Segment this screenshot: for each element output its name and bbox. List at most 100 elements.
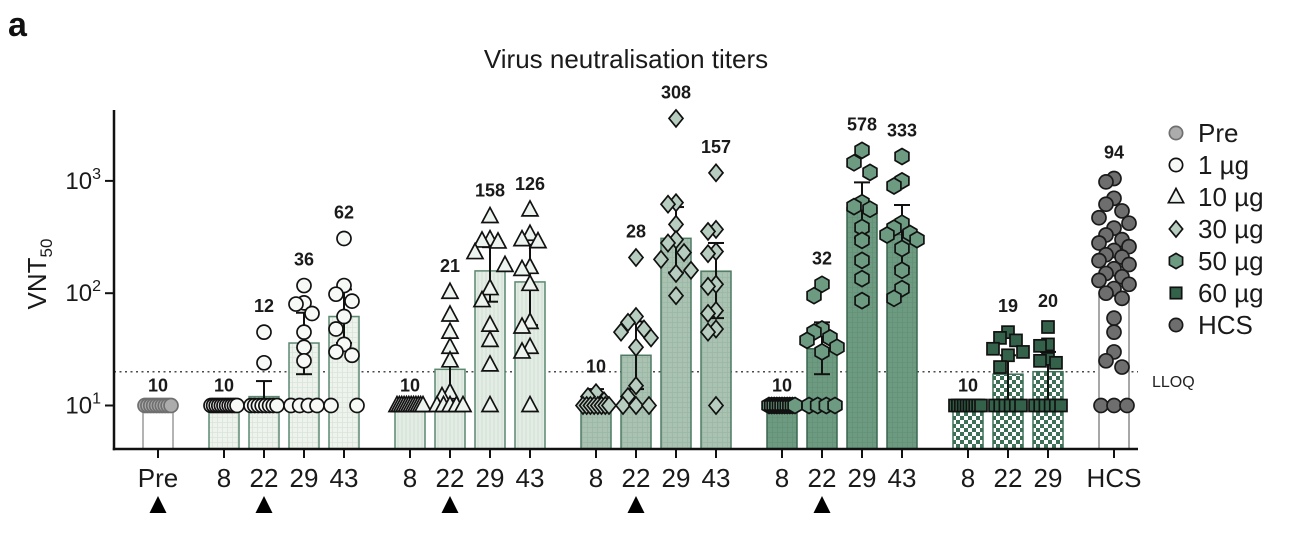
scatter-point-diamond [600, 395, 618, 416]
scatter-point-circle [1168, 157, 1184, 173]
scatter-point-triangle [512, 228, 532, 247]
x-tick-label-30g-22: 22 [622, 463, 651, 493]
scatter-point-triangle [495, 254, 515, 273]
x-tick-label-50g-43: 43 [888, 463, 917, 493]
scatter-point-circle [304, 305, 320, 322]
scatter-point-circle [256, 324, 272, 340]
scatter-point-diamond [627, 395, 645, 416]
scatter-point-circle [1106, 310, 1122, 326]
value-label-50g-22: 32 [812, 248, 832, 268]
value-label-60g-22: 19 [998, 296, 1018, 316]
scatter-30g-22 [612, 247, 660, 416]
x-tick-label-Pre-Pre: Pre [138, 463, 178, 493]
scatter-point-diamond [627, 375, 645, 396]
scatter-point-circle [328, 344, 344, 360]
scatter-point-triangle [480, 329, 500, 348]
scatter-point-circle [1091, 235, 1107, 251]
scatter-point-hexagon [862, 163, 878, 182]
scatter-point-diamond [640, 395, 658, 416]
x-tick-label-1g-22: 22 [250, 463, 279, 493]
value-label-1g-8: 10 [214, 376, 234, 396]
scatter-point-circle [163, 397, 179, 414]
scatter-HCS-HCS [1091, 170, 1137, 414]
scatter-point-diamond [667, 285, 685, 306]
scatter-point-triangle [480, 354, 500, 372]
scatter-point-hexagon [894, 261, 910, 280]
scatter-point-circle [1098, 352, 1114, 369]
scatter-point-hexagon [909, 230, 925, 249]
x-tick-label-60g-29: 29 [1034, 463, 1063, 493]
scatter-point-circle [328, 286, 344, 303]
scatter-1g-8 [203, 397, 245, 414]
scatter-point-hexagon [854, 218, 870, 237]
scatter-point-square [1049, 355, 1063, 370]
scatter-point-triangle [480, 205, 500, 224]
dose-arrow-50g-22 [813, 496, 831, 513]
dose-arrow-1g-22 [255, 496, 273, 513]
scatter-point-diamond [707, 395, 725, 416]
x-tick-label-30g-43: 43 [702, 463, 731, 493]
scatter-point-circle [1121, 215, 1137, 232]
scatter-point-hexagon [854, 291, 870, 310]
x-tick-label-HCS-HCS: HCS [1087, 463, 1142, 493]
scatter-point-circle [1098, 174, 1114, 190]
scatter-point-diamond [627, 247, 645, 268]
scatter-point-square [1001, 348, 1015, 363]
scatter-50g-22 [799, 275, 845, 415]
scatter-point-hexagon [886, 289, 902, 308]
value-label-30g-43: 157 [701, 137, 731, 157]
scatter-Pre-Pre [137, 397, 179, 414]
value-label-30g-29: 308 [661, 82, 691, 102]
scatter-point-hexagon [799, 331, 815, 350]
value-label-1g-22: 12 [254, 296, 274, 316]
scatter-point-circle [1114, 359, 1130, 375]
scatter-point-triangle [520, 394, 540, 413]
panel-label: a [8, 6, 27, 44]
scatter-10g-22 [427, 281, 473, 413]
legend-label: 60 µg [1198, 278, 1264, 308]
scatter-point-square [974, 398, 988, 413]
scatter-point-circle [309, 397, 325, 414]
scatter-point-circle [1106, 324, 1122, 340]
scatter-point-circle [1091, 252, 1107, 269]
legend-item-30g: 30 µg [1168, 214, 1264, 244]
scatter-60g-29 [1028, 320, 1068, 413]
scatter-point-diamond [699, 276, 717, 297]
value-label-60g-29: 20 [1038, 291, 1058, 311]
value-label-60g-8: 10 [958, 376, 978, 396]
value-label-50g-43: 333 [887, 120, 917, 140]
scatter-point-hexagon [787, 396, 803, 415]
value-label-Pre-Pre: 10 [148, 376, 168, 396]
scatter-point-hexagon [846, 197, 862, 216]
scatter-point-diamond [667, 263, 685, 284]
scatter-point-circle [349, 397, 365, 414]
scatter-point-circle [1114, 290, 1130, 307]
scatter-point-diamond [682, 260, 700, 281]
scatter-point-square [1054, 398, 1068, 413]
scatter-point-triangle [440, 281, 460, 300]
scatter-point-diamond [614, 395, 632, 416]
scatter-1g-29 [283, 277, 325, 414]
scatter-point-square [1041, 320, 1055, 334]
scatter-point-square [1014, 398, 1028, 413]
scatter-point-triangle [1166, 186, 1186, 204]
legend-label: 30 µg [1198, 214, 1264, 244]
x-tick-label-60g-8: 8 [961, 463, 975, 493]
scatter-point-hexagon [854, 251, 870, 270]
scatter-1g-43 [323, 230, 365, 414]
scatter-point-diamond [612, 322, 630, 342]
scatter-point-hexagon [846, 153, 862, 172]
scatter-point-square [993, 360, 1007, 374]
scatter-point-diamond [699, 322, 717, 342]
scatter-point-hexagon [886, 177, 902, 195]
scatter-point-diamond [707, 162, 725, 183]
value-label-30g-8: 10 [586, 357, 606, 377]
scatter-30g-8 [574, 382, 618, 416]
value-label-HCS-HCS: 94 [1104, 143, 1124, 163]
value-label-1g-29: 36 [294, 250, 314, 270]
x-tick-label-1g-43: 43 [330, 463, 359, 493]
legend-item-10g: 10 µg [1166, 182, 1264, 212]
